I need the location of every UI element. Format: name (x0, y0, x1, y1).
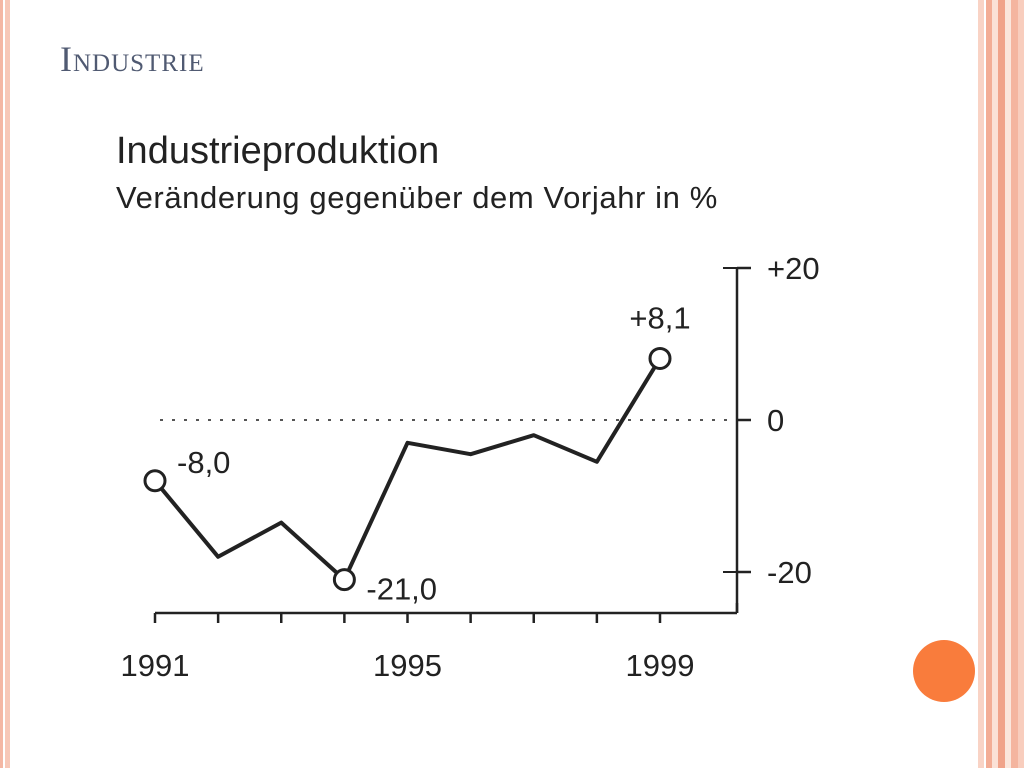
chart-subtitle: Veränderung gegenüber dem Vorjahr in % (116, 180, 718, 215)
slide-title: Industrie (60, 39, 205, 79)
x-tick-label: 1995 (373, 648, 442, 683)
accent-circle (913, 640, 975, 702)
y-tick-label: +20 (767, 251, 820, 286)
y-tick-label: -20 (767, 555, 812, 590)
x-tick-label: 1999 (626, 648, 695, 683)
data-label: -21,0 (366, 572, 437, 607)
data-point-marker (332, 568, 356, 592)
x-tick-label: 1991 (121, 648, 190, 683)
series-line (153, 357, 662, 582)
right-frame-border (978, 0, 1024, 768)
y-tick-label: 0 (767, 403, 784, 438)
left-frame-border (0, 0, 10, 768)
data-point-marker (143, 469, 167, 493)
data-label: +8,1 (629, 300, 690, 335)
data-label: -8,0 (177, 445, 230, 480)
data-point-marker (648, 346, 672, 370)
chart-title: Industrieproduktion (116, 130, 440, 172)
